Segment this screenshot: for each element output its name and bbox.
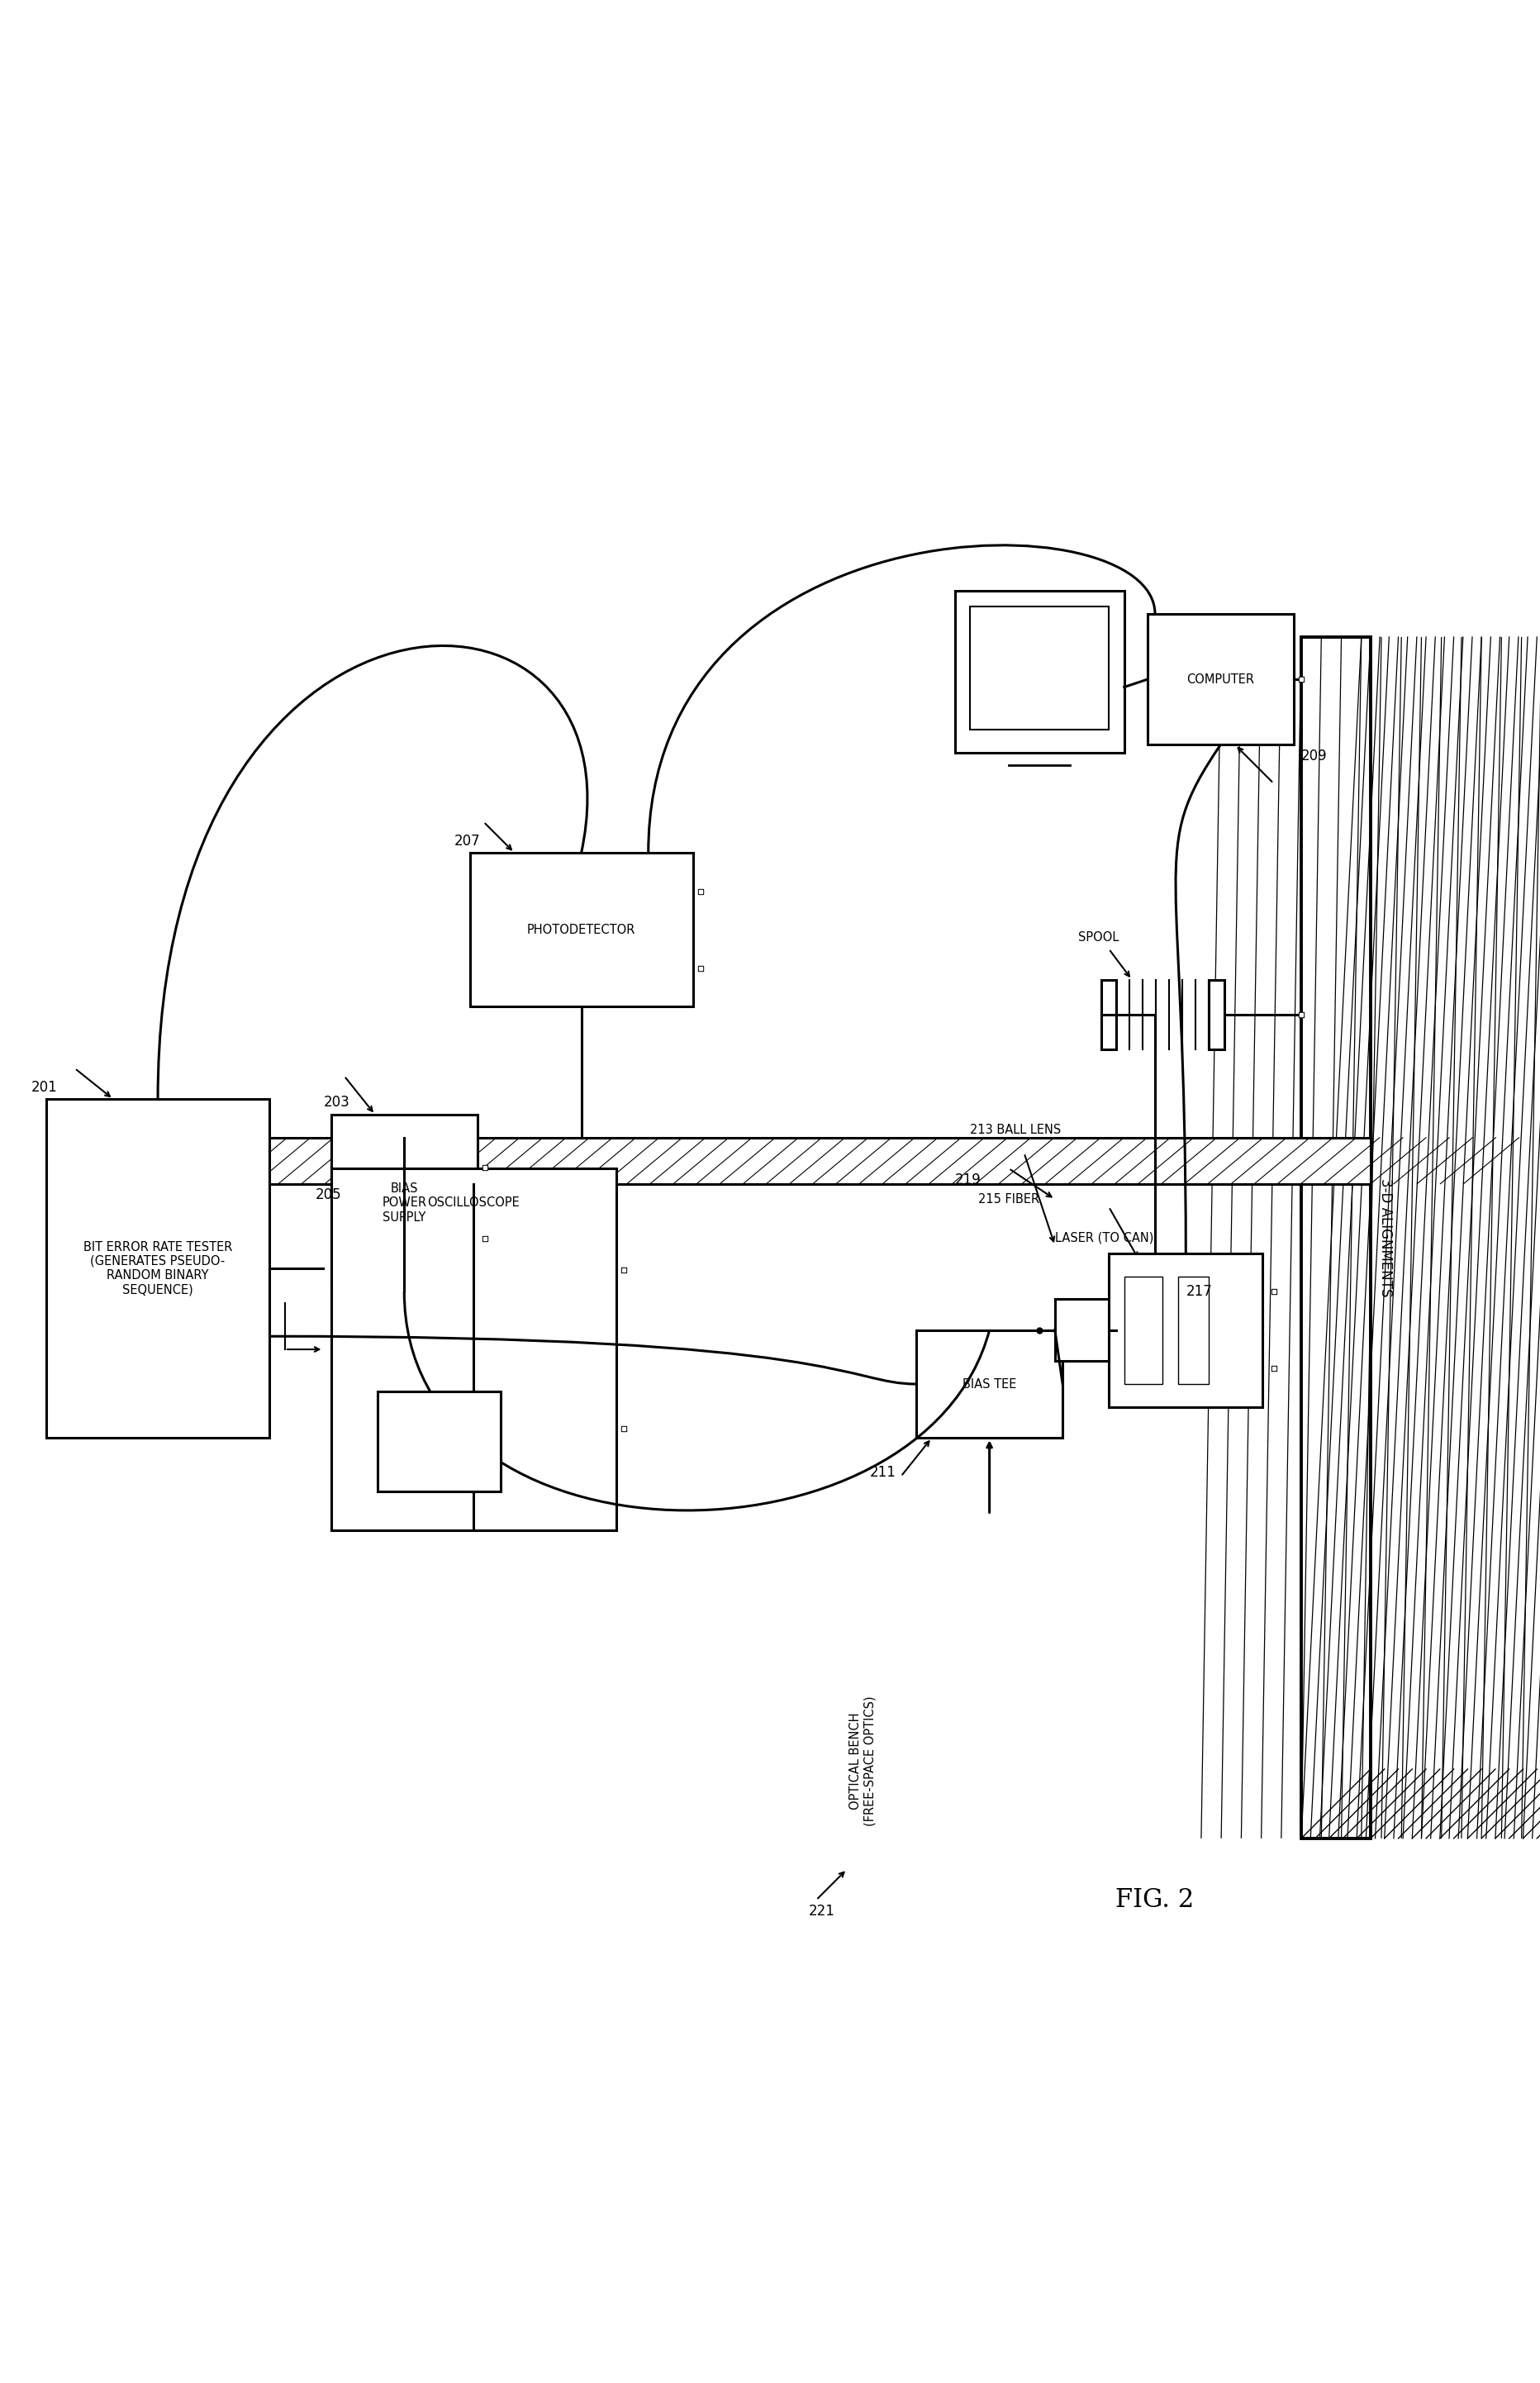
Text: BIAS
POWER
SUPPLY: BIAS POWER SUPPLY	[382, 1182, 427, 1222]
FancyBboxPatch shape	[331, 1168, 616, 1530]
Text: 203: 203	[323, 1096, 350, 1110]
Bar	[1178, 1277, 1209, 1385]
Text: BIAS TEE: BIAS TEE	[962, 1377, 1016, 1389]
Text: 207: 207	[454, 834, 480, 848]
Text: 213 BALL LENS: 213 BALL LENS	[970, 1125, 1061, 1137]
Text: SPOOL: SPOOL	[1078, 932, 1118, 944]
FancyBboxPatch shape	[470, 853, 693, 1006]
Bar	[377, 1392, 501, 1492]
Bar	[970, 605, 1109, 729]
Text: OPTICAL BENCH
(FREE-SPACE OPTICS): OPTICAL BENCH (FREE-SPACE OPTICS)	[849, 1697, 876, 1825]
FancyBboxPatch shape	[331, 1115, 477, 1292]
Text: 217: 217	[1186, 1284, 1212, 1299]
Bar	[1101, 979, 1117, 1049]
Text: FIG. 2: FIG. 2	[1115, 1887, 1195, 1914]
Text: 221: 221	[809, 1904, 835, 1918]
Bar	[955, 591, 1124, 753]
Bar	[1124, 1277, 1163, 1385]
FancyBboxPatch shape	[916, 1330, 1063, 1437]
Text: 209: 209	[1301, 748, 1327, 763]
Text: 215 FIBER: 215 FIBER	[978, 1194, 1040, 1206]
FancyBboxPatch shape	[46, 1099, 270, 1437]
Text: 205: 205	[316, 1187, 342, 1203]
Text: COMPUTER: COMPUTER	[1187, 672, 1254, 686]
Text: 211: 211	[870, 1466, 896, 1480]
Text: LASER (TO CAN): LASER (TO CAN)	[1055, 1232, 1153, 1244]
Text: BIT ERROR RATE TESTER
(GENERATES PSEUDO-
RANDOM BINARY
SEQUENCE): BIT ERROR RATE TESTER (GENERATES PSEUDO-…	[83, 1242, 233, 1296]
Text: 201: 201	[31, 1079, 57, 1094]
Text: 219: 219	[955, 1172, 981, 1187]
Bar	[1109, 1253, 1263, 1406]
Bar	[92, 1137, 1371, 1184]
Text: OSCILLOSCOPE: OSCILLOSCOPE	[428, 1196, 519, 1208]
Text: 3-D ALIGNMENTS: 3-D ALIGNMENTS	[1378, 1180, 1394, 1296]
Text: PHOTODETECTOR: PHOTODETECTOR	[527, 925, 636, 937]
Bar	[1055, 1299, 1117, 1361]
Bar	[1209, 979, 1224, 1049]
Bar	[1301, 636, 1371, 1837]
FancyBboxPatch shape	[1147, 615, 1294, 746]
